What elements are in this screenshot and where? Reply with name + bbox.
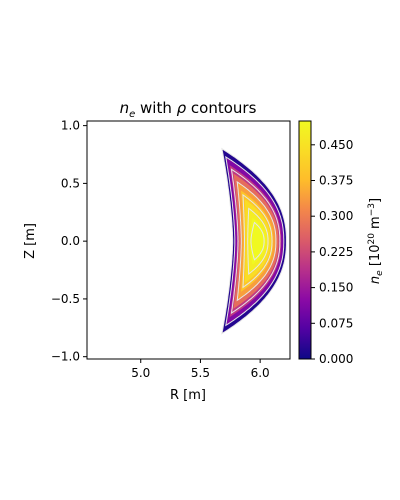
rho-contour bbox=[250, 221, 265, 261]
colorbar-tick-label: 0.450 bbox=[319, 138, 353, 152]
y-tick-label: −1.0 bbox=[51, 350, 80, 364]
title-mid: with bbox=[135, 99, 176, 117]
y-tick-label: 1.0 bbox=[61, 119, 80, 133]
x-axis-ticks: 5.0 5.5 6.0 bbox=[131, 359, 270, 380]
title-sub: e bbox=[129, 109, 135, 120]
colorbar-tick-label: 0.375 bbox=[319, 174, 353, 188]
y-tick-label: 0.5 bbox=[61, 176, 80, 190]
x-axis-label: R [m] bbox=[170, 388, 206, 403]
rho-contour bbox=[242, 193, 273, 289]
rho-contour bbox=[236, 180, 277, 302]
title-var: n bbox=[120, 99, 130, 117]
rho-contour bbox=[221, 147, 287, 335]
plot-frame bbox=[86, 120, 291, 360]
rho-contour-lines bbox=[221, 147, 287, 335]
cb-label-sub: e bbox=[375, 270, 385, 276]
plot-area bbox=[86, 120, 291, 360]
rho-contour bbox=[247, 207, 269, 275]
colorbar-tick-label: 0.075 bbox=[319, 316, 353, 330]
rho-contour bbox=[225, 155, 285, 327]
cb-label-unit: m bbox=[368, 216, 383, 233]
rho-contour bbox=[230, 168, 281, 315]
cb-label-close: ] bbox=[368, 198, 383, 203]
colorbar-ticks: 0.000 0.075 0.150 0.225 0.300 0.375 0.450 bbox=[311, 138, 353, 366]
contour-fills bbox=[221, 148, 287, 334]
colorbar-tick-label: 0.300 bbox=[319, 209, 353, 223]
cb-label-unitsup: −3 bbox=[367, 203, 377, 216]
colorbar-bar bbox=[298, 120, 312, 360]
cb-label-var: n bbox=[368, 276, 383, 284]
title-greek: ρ bbox=[177, 99, 187, 117]
y-tick-label: 0.0 bbox=[61, 234, 80, 248]
title-tail: contours bbox=[186, 99, 256, 117]
colorbar-tick-label: 0.225 bbox=[319, 245, 353, 259]
colorbar-tick-label: 0.150 bbox=[319, 281, 353, 295]
y-tick-label: −0.5 bbox=[51, 292, 80, 306]
chart-title: ne with ρ contours bbox=[120, 99, 257, 120]
contour-fill-level bbox=[252, 227, 263, 255]
y-axis-ticks: 1.0 0.5 0.0 −0.5 −1.0 bbox=[51, 119, 87, 364]
cb-label-sup: 20 bbox=[367, 233, 377, 245]
cb-label-open: [10 bbox=[368, 245, 383, 271]
colorbar-label: ne [1020 m−3] bbox=[367, 198, 385, 284]
colorbar-tick-label: 0.000 bbox=[319, 352, 353, 366]
colorbar: 0.000 0.075 0.150 0.225 0.300 0.375 0.450 ne [… bbox=[298, 120, 385, 366]
x-tick-label: 6.0 bbox=[251, 366, 270, 380]
x-tick-label: 5.5 bbox=[191, 366, 210, 380]
x-tick-label: 5.0 bbox=[131, 366, 150, 380]
y-axis-label: Z [m] bbox=[23, 223, 38, 259]
